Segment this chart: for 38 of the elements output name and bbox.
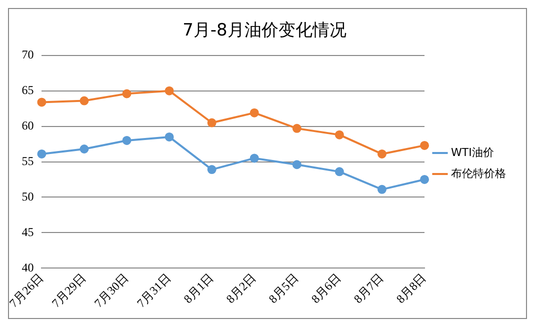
point	[80, 96, 89, 106]
point	[250, 108, 259, 118]
legend-label: WTI油价	[451, 146, 494, 159]
point	[334, 130, 344, 140]
point	[122, 136, 132, 145]
x-tick-label: 7月29日	[48, 270, 89, 310]
y-tick-label: 55	[22, 154, 34, 168]
x-tick-label: 8月2日	[223, 270, 259, 306]
point	[37, 98, 46, 107]
y-tick-label: 65	[22, 83, 34, 98]
point	[122, 89, 132, 98]
x-tick-label: 8月1日	[180, 270, 216, 306]
x-tick-label: 8月7日	[350, 270, 386, 306]
point	[37, 149, 46, 158]
point	[292, 160, 302, 170]
chart-title: 7月-8月油价变化情况	[182, 20, 346, 41]
legend-label: 布伦特价格	[451, 166, 506, 180]
point	[292, 124, 302, 133]
point	[420, 174, 429, 184]
point	[207, 165, 216, 174]
point	[207, 118, 216, 128]
point	[164, 132, 174, 142]
point	[377, 149, 386, 158]
x-tick-label: 8月6日	[308, 270, 344, 306]
point	[164, 86, 174, 96]
point	[250, 154, 259, 163]
point	[420, 140, 429, 150]
point	[334, 167, 344, 176]
y-tick-label: 60	[22, 118, 34, 132]
y-tick-label: 70	[22, 48, 34, 62]
y-tick-label: 50	[22, 189, 34, 204]
x-tick-label: 7月31日	[134, 270, 174, 310]
point	[377, 184, 386, 194]
x-tick-label: 8月8日	[394, 270, 429, 306]
x-tick-label: 8月5日	[266, 270, 302, 306]
y-tick-label: 45	[22, 224, 34, 239]
point	[80, 144, 89, 154]
x-tick-label: 7月30日	[92, 270, 132, 310]
